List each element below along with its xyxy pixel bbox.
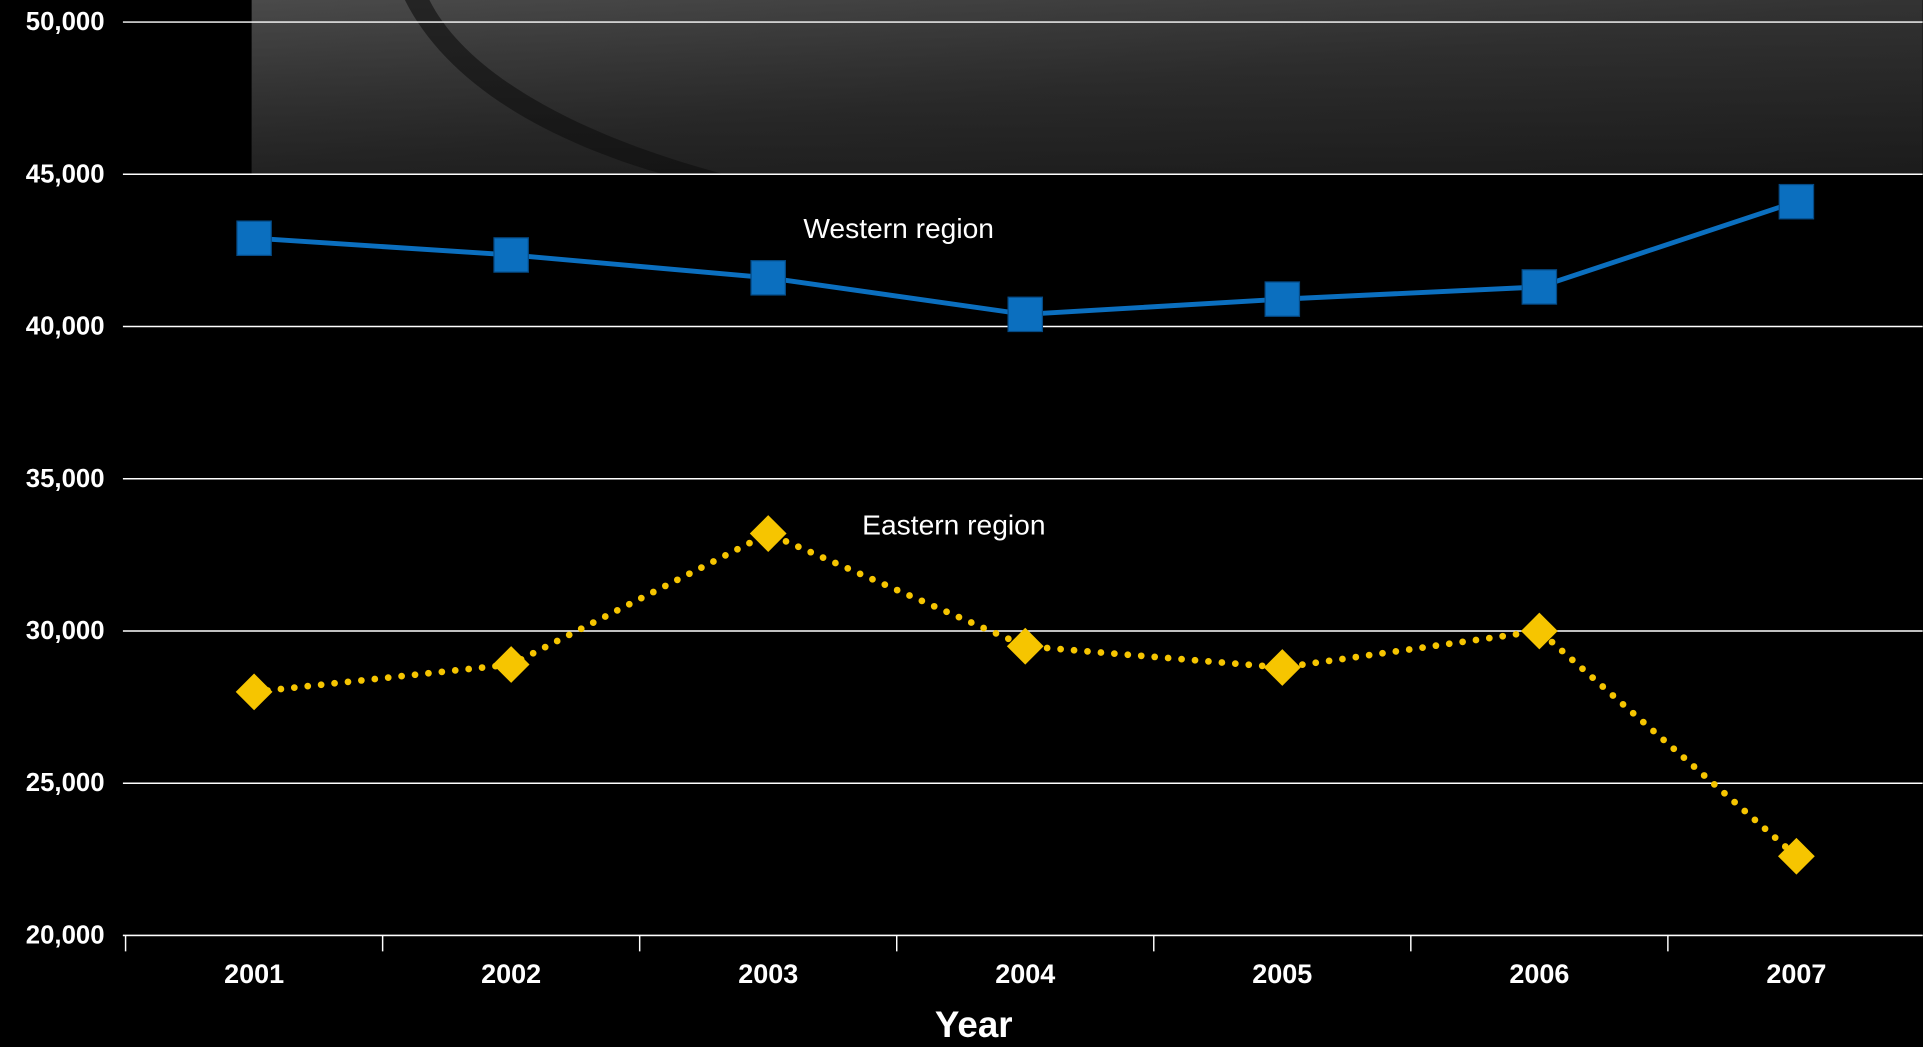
point-marker: [1007, 296, 1044, 333]
x-tick-label: 2001: [224, 959, 284, 989]
point-marker: [749, 515, 787, 552]
x-tick-label: 2002: [481, 959, 541, 989]
point-marker: [236, 220, 272, 257]
x-axis-title: Year: [935, 1004, 1013, 1045]
point-marker: [1263, 649, 1301, 686]
point-marker: [750, 260, 786, 296]
series-label: Western region: [803, 212, 994, 244]
photo-fade: [251, 0, 1923, 175]
y-tick-label: 40,000: [26, 313, 105, 341]
x-tick-label: 2005: [1252, 959, 1312, 989]
x-tick-label: 2006: [1509, 959, 1569, 989]
point-marker: [1264, 281, 1301, 317]
y-tick-label: 20,000: [26, 921, 105, 949]
x-tick-label: 2007: [1766, 959, 1826, 989]
series-line: [250, 529, 1800, 860]
y-tick-label: 25,000: [26, 769, 105, 797]
y-tick-label: 50,000: [26, 8, 105, 36]
point-marker: [1778, 837, 1815, 875]
point-marker: [235, 673, 273, 711]
point-marker: [1521, 269, 1558, 305]
series-label: Eastern region: [862, 509, 1045, 541]
x-tick-label: 2003: [738, 959, 798, 989]
y-tick-label: 45,000: [26, 160, 105, 188]
point-marker: [1006, 627, 1044, 665]
point-marker: [1778, 183, 1815, 220]
x-tick-label: 2004: [995, 959, 1055, 989]
point-marker: [492, 646, 530, 683]
y-tick-label: 30,000: [26, 617, 105, 645]
y-tick-label: 35,000: [26, 465, 105, 493]
point-marker: [493, 237, 529, 273]
